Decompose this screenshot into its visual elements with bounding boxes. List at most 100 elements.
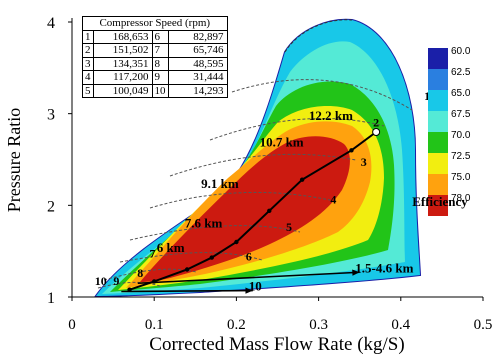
speed-line [169,153,357,177]
speed-rpm: 117,200 [92,70,153,85]
colorbar-level: 72.5 [451,151,471,162]
speed-line [97,281,161,289]
x-tick-label: 0.3 [309,317,328,333]
colorbar-level: 78.0 [451,193,471,204]
speed-line-label: 4 [330,193,336,207]
colorbar-swatch [428,153,448,174]
surge-line [284,19,353,53]
speed-table-row: 3 134,351 8 48,595 [82,56,228,71]
speed-line-label: 5 [286,220,292,234]
chart-annotations: 1 2 3 4 5 6 78 9 10 12.2 km 10.7 km 9.1 km 7.6 km6 k… [95,89,430,294]
colorbar-title: Efficiency [412,194,468,209]
speed-line-label: 1 [424,89,430,103]
speed-rpm: 48,595 [167,56,228,71]
efficiency-regions [94,18,422,298]
y-tick-label: 3 [47,107,55,124]
speed-index: 6 [151,29,169,44]
colorbar-swatch [428,48,448,69]
operating-point-marker [372,128,381,136]
altitude-label: 10 [249,279,262,294]
colorbar-level: 62.5 [451,67,471,78]
speed-line-label: 6 [246,249,252,263]
operating-point [267,208,272,214]
speed-index: 7 [151,43,169,58]
speed-line-label: 2 [373,116,379,130]
speed-rpm: 65,746 [167,43,228,58]
colorbar-swatch [428,195,448,216]
x-tick-label: 0.2 [227,317,246,333]
altitude-label: 1.5-4.6 km [355,260,413,275]
speed-line [149,191,331,209]
speed-index: 4 [82,70,94,85]
speed-index: 2 [82,43,94,58]
speed-line-label: 8 [137,266,143,280]
arrow-head [245,287,253,294]
speed-index: 8 [151,56,169,71]
speed-line [119,252,263,263]
speed-index: 1 [82,29,94,44]
operating-point [234,239,239,245]
x-axis-title: Corrected Mass Flow Rate (kg/S) [149,334,404,355]
speed-line-label: 10 [95,274,107,288]
colorbar-swatch [428,69,448,90]
efficiency-colorbar: 60.0 62.5 65.0 67.5 70.0 72.5 75.0 78.0Efficien… [412,46,471,216]
speed-index: 3 [82,56,94,71]
colorbar-swatch [428,174,448,195]
x-tick-label: 0.1 [145,317,164,333]
colorbar-swatch [428,111,448,132]
operating-point [184,267,190,272]
colorbar-level: 70.0 [451,130,471,141]
y-tick-label: 2 [47,198,55,215]
altitude-label: 9.1 km [201,176,239,191]
colorbar-level: 60.0 [451,46,471,57]
colorbar-level: 65.0 [451,88,471,99]
operating-point [349,148,354,153]
speed-line [129,225,301,241]
speed-table-row: 1 168,653 6 82,897 [82,29,228,44]
altitude-label: 6 km [157,240,185,255]
speed-table-row: 2 151,502 7 65,746 [82,43,228,58]
speed-rpm: 151,502 [92,43,153,58]
speed-table-row: 4 117,200 9 31,444 [82,70,228,85]
efficiency-region [140,136,350,282]
speed-index: 5 [82,83,94,98]
speed-line-label: 7 [150,247,156,261]
annotation-arrow [137,271,360,285]
x-tick-label: 0.4 [391,317,410,333]
speed-line-label: 3 [361,155,367,169]
colorbar-level: 75.0 [451,172,471,183]
compressor-speed-table: Compressor Speed (rpm) 1 168,653 6 82,89… [82,16,228,98]
y-tick-label: 1 [47,290,55,307]
speed-rpm: 168,653 [92,29,153,44]
x-tick-label: 0.5 [474,317,493,333]
speed-table-row: 5 100,049 10 14,293 [82,83,228,98]
colorbar-swatch [428,90,448,111]
annotation-arrow [121,289,253,293]
y-axis-title: Pressure Ratio [4,108,24,212]
speed-index: 9 [151,70,169,85]
speed-rpm: 100,049 [92,83,153,98]
altitude-label: 7.6 km [185,215,223,230]
operating-point [299,177,305,182]
altitude-label: 12.2 km [309,108,353,123]
speed-rpm: 134,351 [92,56,153,71]
speed-index: 10 [151,83,169,98]
arrow-head [352,269,360,276]
colorbar-swatch [428,132,448,153]
operating-line [121,128,381,294]
speed-lines [97,19,413,289]
x-tick-label: 0 [68,317,76,333]
speed-rpm: 31,444 [167,70,228,85]
speed-line-label: 9 [113,274,119,288]
altitude-label: 10.7 km [260,135,304,150]
speed-line [209,117,385,141]
operating-point [209,255,214,260]
speed-rpm: 82,897 [167,29,228,44]
speed-table-header: Compressor Speed (rpm) [82,16,228,31]
y-tick-label: 4 [47,15,55,32]
speed-line [231,79,413,111]
speed-rpm: 14,293 [167,83,228,98]
colorbar-level: 67.5 [451,109,471,120]
